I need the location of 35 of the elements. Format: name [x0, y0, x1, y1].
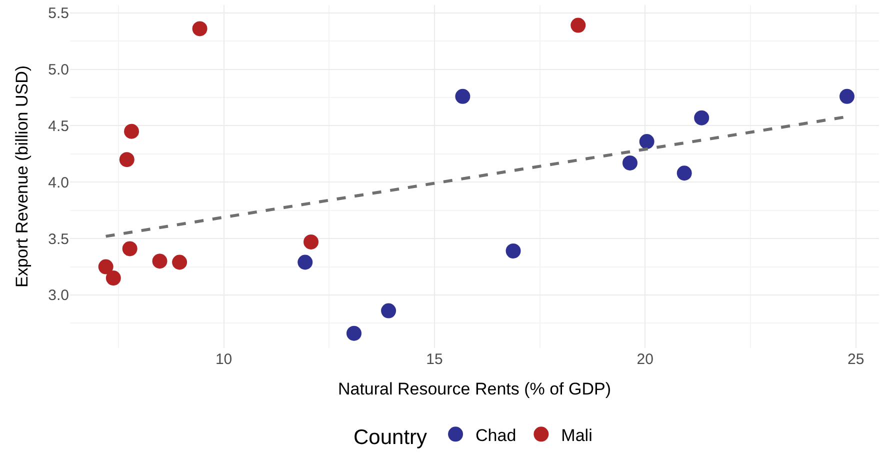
point [694, 110, 710, 126]
legend-label: Mali [561, 426, 592, 445]
x-tick-label: 25 [847, 351, 864, 368]
x-tick-label: 15 [426, 351, 443, 368]
y-tick-label: 5.0 [48, 62, 69, 79]
point [192, 21, 208, 36]
x-axis-title: Natural Resource Rents (% of GDP) [338, 379, 612, 398]
y-tick-label: 3.5 [48, 230, 69, 248]
point [152, 254, 168, 269]
y-tick-label: 4.0 [48, 174, 69, 192]
point [570, 18, 586, 33]
point [98, 259, 114, 274]
point [639, 134, 654, 150]
y-tick-label: 3.0 [48, 287, 69, 304]
point [106, 270, 121, 286]
x-tick-label: 10 [215, 351, 232, 368]
point [119, 152, 134, 168]
x-tick-label: 20 [636, 351, 654, 368]
point [622, 155, 638, 170]
point [455, 88, 470, 104]
y-axis-title: Export Revenue (billion USD) [12, 65, 32, 288]
point [381, 303, 396, 318]
point [304, 234, 319, 250]
legend-label: Chad [476, 426, 516, 445]
point [124, 124, 140, 139]
point [298, 254, 313, 270]
y-tick-label: 4.5 [48, 118, 69, 135]
point [346, 326, 362, 341]
point [676, 166, 692, 181]
point [122, 241, 138, 256]
point [839, 88, 854, 104]
point [506, 243, 521, 258]
legend-title: Country [354, 426, 428, 449]
y-tick-label: 5.5 [48, 5, 69, 22]
point [172, 254, 188, 270]
